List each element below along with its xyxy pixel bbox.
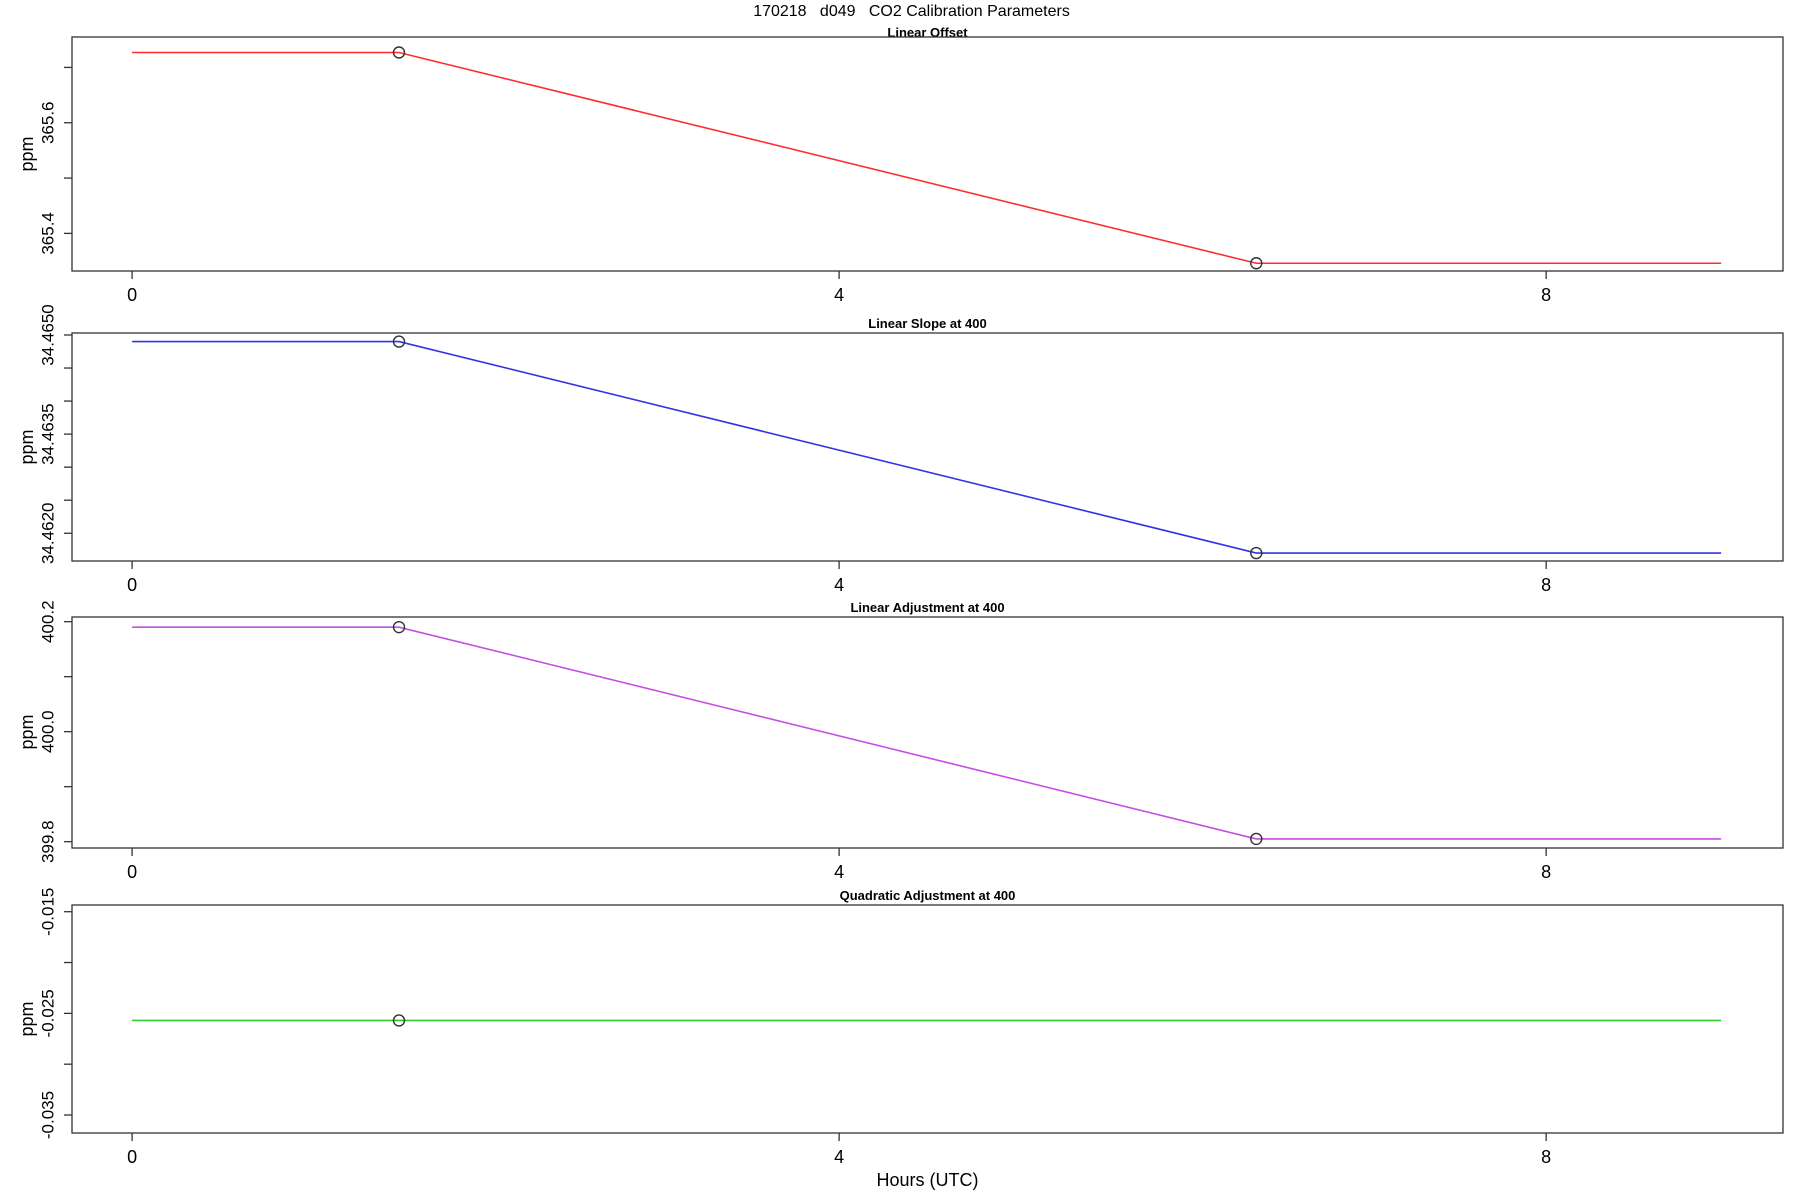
main-title: 170218 d049 CO2 Calibration Parameters — [753, 3, 1070, 20]
plot-box — [71, 332, 1784, 562]
x-tick-label: 8 — [1541, 575, 1551, 595]
x-tick-label: 8 — [1541, 862, 1551, 882]
y-tick-label: 34.4635 — [39, 403, 58, 464]
data-point-marker — [1250, 546, 1263, 560]
x-tick-label: 8 — [1541, 285, 1551, 305]
y-tick-label: 399.8 — [39, 820, 58, 863]
plot-box — [71, 616, 1784, 849]
data-point-marker — [1250, 832, 1263, 846]
y-tick-label: 34.4650 — [39, 304, 58, 365]
panel-title-linear-slope: Linear Slope at 400 — [868, 316, 987, 331]
y-tick-label: 365.6 — [38, 101, 57, 144]
x-tick-label: 4 — [834, 285, 844, 305]
panel-title-linear-adjustment: Linear Adjustment at 400 — [850, 600, 1005, 615]
panel-title-quadratic-adjustment: Quadratic Adjustment at 400 — [839, 888, 1016, 903]
data-line — [132, 626, 1722, 840]
y-tick-label: -0.025 — [39, 989, 58, 1037]
data-line — [132, 340, 1722, 554]
panel-title-linear-offset: Linear Offset — [887, 25, 968, 40]
y-tick-label: 400.2 — [39, 600, 58, 643]
y-tick-label: 400.0 — [39, 710, 58, 753]
data-line — [132, 51, 1722, 265]
y-tick-label: 34.4620 — [39, 503, 58, 564]
x-tick-label: 4 — [834, 862, 844, 882]
x-tick-label: 4 — [834, 1147, 844, 1167]
x-tick-label: 0 — [127, 1147, 137, 1167]
plot-box — [71, 904, 1784, 1134]
plot-box — [71, 36, 1784, 272]
y-tick-label: 365.4 — [39, 212, 58, 255]
data-point-marker — [392, 46, 406, 59]
x-tick-label: 0 — [127, 285, 137, 305]
x-tick-label: 0 — [127, 862, 137, 882]
x-tick-label: 0 — [127, 575, 137, 595]
data-point-marker — [1250, 257, 1263, 270]
y-tick-label: -0.015 — [39, 888, 58, 936]
data-point-marker — [392, 1014, 406, 1027]
data-point-marker — [392, 335, 406, 348]
data-point-marker — [392, 620, 406, 634]
y-tick-label: -0.035 — [39, 1091, 58, 1139]
x-tick-label: 4 — [834, 575, 844, 595]
x-tick-label: 8 — [1541, 1147, 1551, 1167]
x-axis-title: Hours (UTC) — [876, 1170, 979, 1190]
